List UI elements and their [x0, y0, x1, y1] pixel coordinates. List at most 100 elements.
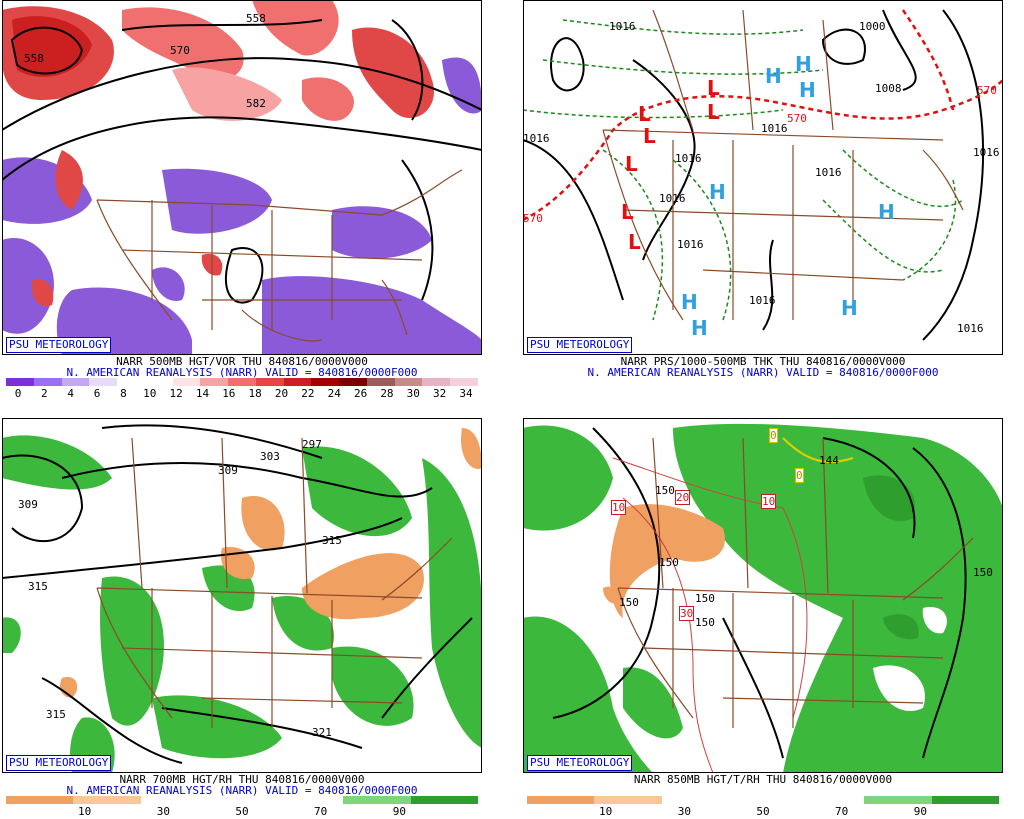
colorbar-ticks: 10 30 50 70 90 [6, 806, 478, 818]
colorbar-segment [339, 378, 367, 386]
colorbar-segment [594, 796, 662, 804]
isobar-label: 1008 [875, 82, 902, 95]
colorbar-segment [931, 796, 999, 804]
colorbar-segment [283, 378, 312, 386]
low-pressure-marker: L [707, 100, 720, 124]
vorticity-colorbar [6, 378, 479, 386]
contour-label: 150 [695, 616, 715, 629]
panel-title: NARR PRS/1000-500MB THK THU 840816/0000V… [620, 355, 906, 368]
colorbar-tick-label: 30 [156, 805, 170, 818]
colorbar-segment [61, 378, 90, 386]
colorbar-segment [140, 796, 209, 804]
contour-label: 297 [302, 438, 322, 451]
contour-label: 558 [24, 52, 44, 65]
colorbar-tick-label: 16 [222, 387, 236, 400]
colorbar-tick-label: 4 [67, 387, 75, 400]
colorbar-segment [6, 378, 34, 386]
thickness-label: 570 [977, 84, 997, 97]
temperature-label: 30 [679, 606, 695, 621]
low-pressure-marker: L [621, 200, 634, 224]
colorbar-tick-label: 20 [274, 387, 289, 400]
colorbar-segment [117, 378, 145, 386]
psu-meteorology-badge[interactable]: PSU METEOROLOGY [527, 755, 633, 771]
temperature-label: 0 [769, 428, 778, 443]
temperature-label: 20 [675, 490, 691, 505]
high-pressure-marker: H [691, 316, 708, 340]
colorbar-tick-label: 70 [314, 805, 328, 818]
panel-850mb-t-rh: 150 150 150 150 150 150 144 20 10 10 30 … [523, 418, 1003, 818]
colorbar-ticks: 10 30 50 70 90 [527, 806, 999, 818]
colorbar-tick-label: 50 [756, 805, 770, 818]
colorbar-tick-label: 12 [169, 387, 183, 400]
colorbar-segment [255, 378, 284, 386]
colorbar-segment [311, 378, 340, 386]
pressure-map [523, 0, 1003, 355]
colorbar-segment [422, 378, 451, 386]
contour-label: 303 [260, 450, 280, 463]
colorbar-segment [200, 378, 229, 386]
high-pressure-marker: H [795, 52, 812, 76]
contour-label: 315 [28, 580, 48, 593]
isobar-label: 1016 [523, 132, 550, 145]
isobar-label: 1016 [659, 192, 686, 205]
thickness-label: 570 [787, 112, 807, 125]
psu-meteorology-badge[interactable]: PSU METEOROLOGY [6, 755, 112, 771]
colorbar-segment [410, 796, 478, 804]
panel-title: NARR 500MB HGT/VOR THU 840816/0000V000 [116, 355, 368, 368]
contour-label: 150 [973, 566, 993, 579]
contour-label: 309 [18, 498, 38, 511]
map-frame [523, 418, 1003, 773]
temperature-label: 10 [761, 494, 777, 509]
contour-label: 558 [246, 12, 266, 25]
colorbar-tick-label: 8 [120, 387, 127, 400]
colorbar-tick-label: 90 [913, 805, 927, 818]
contour-label: 150 [619, 596, 639, 609]
colorbar-tick-label: 30 [406, 387, 420, 400]
contour-label: 315 [46, 708, 66, 721]
panel-subtitle: N. AMERICAN REANALYSIS (NARR) VALID = 84… [587, 366, 939, 379]
panel-title: NARR 850MB HGT/T/RH THU 840816/0000V000 [633, 773, 893, 786]
isobar-label: 1016 [761, 122, 788, 135]
colorbar-segment [366, 378, 395, 386]
colorbar-tick-label: 32 [433, 387, 447, 400]
isobar-label: 1016 [957, 322, 984, 335]
low-pressure-marker: L [643, 124, 656, 148]
high-pressure-marker: H [681, 290, 698, 314]
panel-pressure-thickness: L L L L L L L H H H H H H H H 1016 1008 … [523, 0, 1003, 400]
colorbar-tick-label: 6 [93, 387, 101, 400]
colorbar-segment [450, 378, 479, 386]
rh700-map [2, 418, 482, 773]
colorbar-tick-label: 34 [459, 387, 473, 400]
rh-colorbar [6, 796, 478, 804]
colorbar-tick-label: 24 [327, 387, 341, 400]
colorbar-tick-label: 28 [380, 387, 394, 400]
contour-label: 144 [819, 454, 839, 467]
high-pressure-marker: H [878, 200, 895, 224]
map-frame [2, 418, 482, 773]
panel-subtitle: N. AMERICAN REANALYSIS (NARR) VALID = 84… [66, 784, 418, 797]
isobar-label: 1016 [675, 152, 702, 165]
colorbar-segment [661, 796, 730, 804]
psu-meteorology-badge[interactable]: PSU METEOROLOGY [6, 337, 112, 353]
panel-500mb-vorticity: 558 570 582 558 PSU METEOROLOGY NARR 500… [2, 0, 482, 400]
panel-subtitle: N. AMERICAN REANALYSIS (NARR) VALID = 84… [66, 366, 418, 379]
colorbar-segment [73, 796, 141, 804]
map-frame [523, 0, 1003, 355]
contour-label: 150 [655, 484, 675, 497]
low-pressure-marker: L [625, 152, 638, 176]
isobar-label: 1016 [815, 166, 842, 179]
high-pressure-marker: H [709, 180, 726, 204]
high-pressure-marker: H [799, 78, 816, 102]
panel-title: NARR 700MB HGT/RH THU 840816/0000V000 [119, 773, 365, 786]
colorbar-tick-label: 10 [599, 805, 613, 818]
isobar-label: 1000 [859, 20, 886, 33]
colorbar-segment [527, 796, 595, 804]
colorbar-tick-label: 10 [78, 805, 92, 818]
high-pressure-marker: H [841, 296, 858, 320]
contour-label: 150 [659, 556, 679, 569]
isobar-label: 1016 [677, 238, 704, 251]
contour-label: 309 [218, 464, 238, 477]
psu-meteorology-badge[interactable]: PSU METEOROLOGY [527, 337, 633, 353]
temperature-label: 0 [795, 468, 804, 483]
colorbar-segment [394, 378, 423, 386]
